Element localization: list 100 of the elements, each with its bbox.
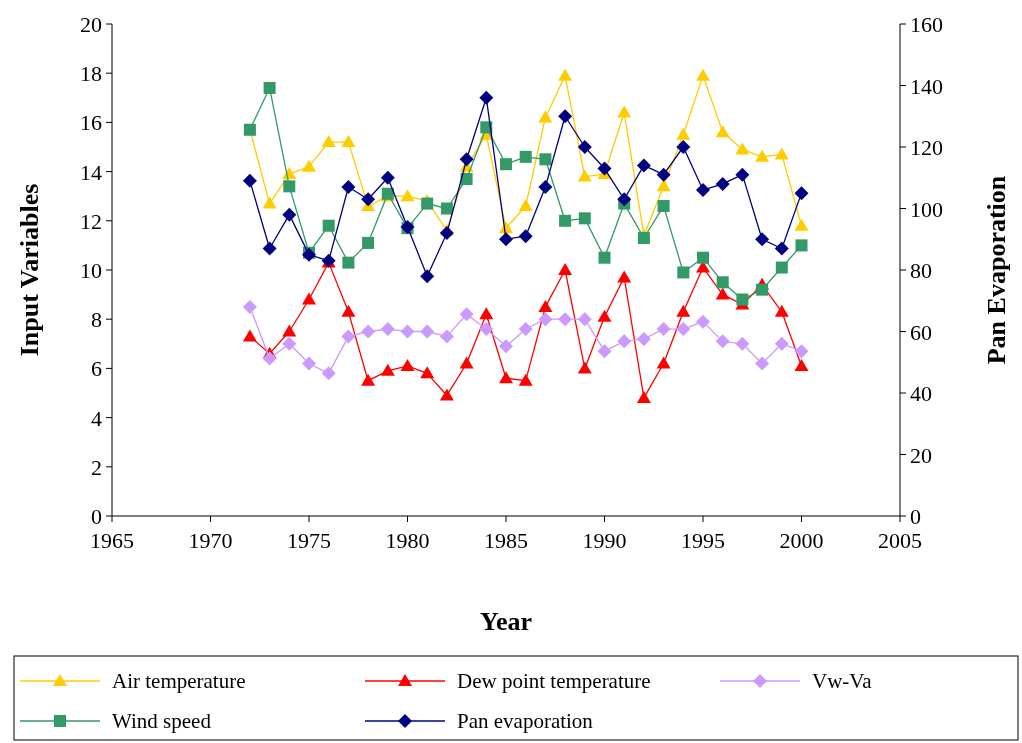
y-tick-label: 10 bbox=[80, 258, 102, 283]
point bbox=[636, 158, 651, 173]
point bbox=[656, 356, 671, 369]
point bbox=[715, 334, 730, 349]
y-tick-label: 2 bbox=[91, 454, 102, 480]
y-tick-label: 0 bbox=[91, 504, 102, 529]
y2-axis-title: Pan Evaporation bbox=[982, 175, 1011, 365]
point bbox=[342, 256, 355, 269]
point bbox=[282, 336, 297, 351]
point bbox=[499, 371, 513, 384]
point bbox=[756, 283, 769, 296]
point bbox=[696, 183, 710, 198]
point bbox=[795, 239, 808, 252]
point bbox=[380, 170, 395, 185]
point bbox=[697, 251, 709, 264]
point bbox=[774, 147, 789, 160]
point bbox=[577, 140, 592, 154]
y2-tick-label: 100 bbox=[910, 196, 943, 222]
x-tick-label: 1970 bbox=[188, 528, 233, 553]
point bbox=[696, 314, 710, 329]
point bbox=[538, 299, 553, 312]
point bbox=[677, 266, 690, 279]
point bbox=[242, 299, 257, 314]
point bbox=[499, 232, 513, 247]
point bbox=[283, 180, 296, 193]
y2-tick-label: 60 bbox=[910, 319, 932, 345]
point bbox=[577, 312, 592, 327]
y-axis-title: Input Variables bbox=[15, 183, 44, 357]
point bbox=[341, 329, 356, 344]
y-tick-label: 4 bbox=[91, 405, 102, 431]
point bbox=[755, 149, 770, 162]
point bbox=[636, 331, 651, 346]
y-tick-label: 20 bbox=[80, 12, 102, 37]
point bbox=[558, 263, 573, 275]
point bbox=[499, 339, 513, 354]
point bbox=[558, 312, 573, 327]
point bbox=[420, 366, 435, 379]
point bbox=[716, 276, 729, 289]
point bbox=[341, 304, 356, 317]
point bbox=[676, 304, 691, 317]
point bbox=[380, 322, 395, 337]
point bbox=[262, 351, 277, 366]
point bbox=[439, 226, 454, 241]
point bbox=[459, 356, 474, 369]
y-tick-label: 18 bbox=[80, 61, 102, 87]
legend-label: Dew point temperature bbox=[457, 669, 651, 693]
point bbox=[459, 307, 474, 322]
point bbox=[263, 81, 276, 94]
point bbox=[242, 173, 257, 188]
point bbox=[282, 207, 297, 222]
point bbox=[459, 152, 474, 167]
point bbox=[597, 344, 612, 359]
point bbox=[262, 196, 277, 209]
point bbox=[460, 172, 473, 185]
point bbox=[735, 142, 750, 155]
legend-label: Pan evaporation bbox=[457, 709, 594, 733]
x-tick-label: 2000 bbox=[779, 528, 824, 553]
point bbox=[538, 110, 553, 123]
point bbox=[656, 322, 671, 337]
point bbox=[617, 270, 632, 283]
point bbox=[597, 309, 612, 322]
legend-label: Air temperature bbox=[112, 669, 246, 693]
point bbox=[774, 336, 789, 351]
point bbox=[361, 324, 376, 339]
point bbox=[715, 125, 730, 138]
point bbox=[302, 356, 316, 371]
y-tick-label: 8 bbox=[91, 307, 102, 333]
point bbox=[479, 322, 494, 337]
legend-label: Vw-Va bbox=[812, 669, 873, 693]
point bbox=[322, 219, 335, 232]
point bbox=[617, 192, 632, 207]
y-tick-label: 6 bbox=[91, 356, 102, 382]
point bbox=[400, 324, 415, 339]
point bbox=[676, 322, 691, 337]
point bbox=[735, 336, 750, 351]
y2-tick-label: 160 bbox=[910, 12, 943, 37]
point bbox=[400, 189, 415, 202]
y2-tick-label: 20 bbox=[910, 442, 932, 468]
x-axis-title: Year bbox=[480, 607, 532, 636]
point bbox=[282, 324, 297, 337]
point bbox=[794, 358, 809, 371]
point bbox=[380, 363, 395, 376]
point bbox=[637, 232, 650, 245]
point bbox=[657, 200, 670, 213]
y2-tick-label: 80 bbox=[910, 258, 932, 283]
point bbox=[341, 179, 356, 194]
point bbox=[538, 179, 553, 194]
point bbox=[321, 366, 336, 381]
point bbox=[242, 329, 257, 342]
point bbox=[518, 199, 533, 212]
point bbox=[794, 344, 809, 359]
point bbox=[578, 212, 591, 225]
point bbox=[794, 186, 809, 201]
point bbox=[715, 176, 730, 191]
point bbox=[518, 322, 533, 337]
point bbox=[656, 167, 671, 182]
point bbox=[341, 135, 356, 148]
point bbox=[479, 307, 494, 320]
point bbox=[617, 334, 632, 349]
point bbox=[656, 179, 671, 192]
